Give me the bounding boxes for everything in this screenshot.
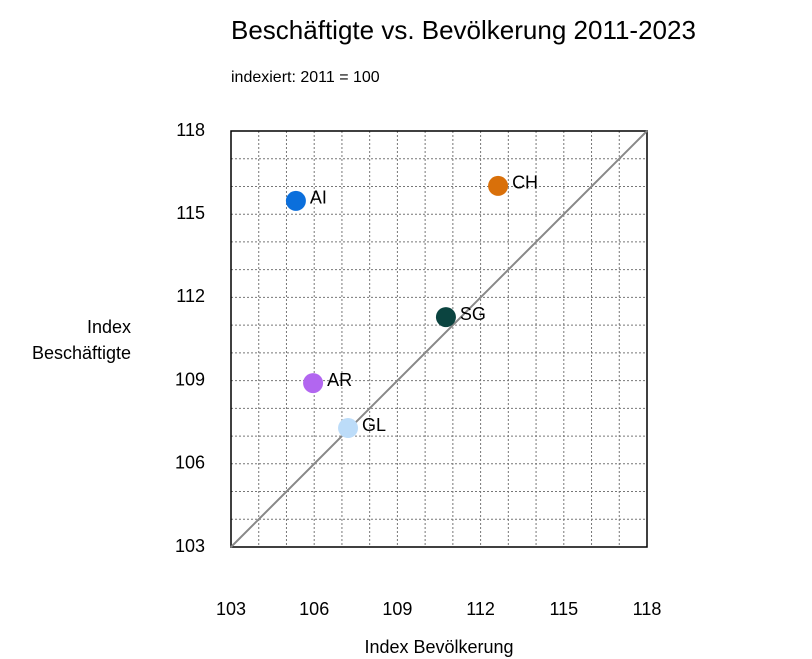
y-tick-label: 103: [175, 536, 205, 556]
y-tick-label: 106: [175, 453, 205, 473]
x-axis-label: Index Bevölkerung: [364, 637, 513, 657]
x-tick-label: 115: [549, 599, 578, 619]
point-label: AI: [310, 188, 327, 208]
point: [285, 190, 306, 211]
y-tick-label: 109: [175, 369, 205, 389]
y-axis-label: Index: [87, 317, 131, 337]
x-tick-label: 106: [299, 599, 329, 619]
plot-frame: [230, 130, 648, 548]
point: [303, 373, 324, 394]
y-axis-label: Beschäftigte: [32, 343, 131, 363]
point-label: CH: [512, 173, 538, 193]
point: [338, 418, 359, 439]
chart-title: Beschäftigte vs. Bevölkerung 2011-2023: [231, 15, 696, 45]
x-tick-label: 118: [633, 599, 662, 619]
point: [488, 175, 509, 196]
identity-line: [230, 130, 648, 548]
point-label: AR: [327, 370, 352, 390]
x-tick-label: 103: [216, 599, 246, 619]
point-label: GL: [362, 415, 386, 435]
chart-subtitle: indexiert: 2011 = 100: [231, 69, 380, 86]
point: [435, 307, 456, 328]
y-tick-label: 115: [176, 203, 205, 223]
x-tick-label: 112: [466, 599, 495, 619]
y-tick-label: 118: [176, 120, 205, 140]
x-tick-label: 109: [382, 599, 412, 619]
point-label: SG: [460, 304, 486, 324]
y-tick-label: 112: [176, 286, 205, 306]
